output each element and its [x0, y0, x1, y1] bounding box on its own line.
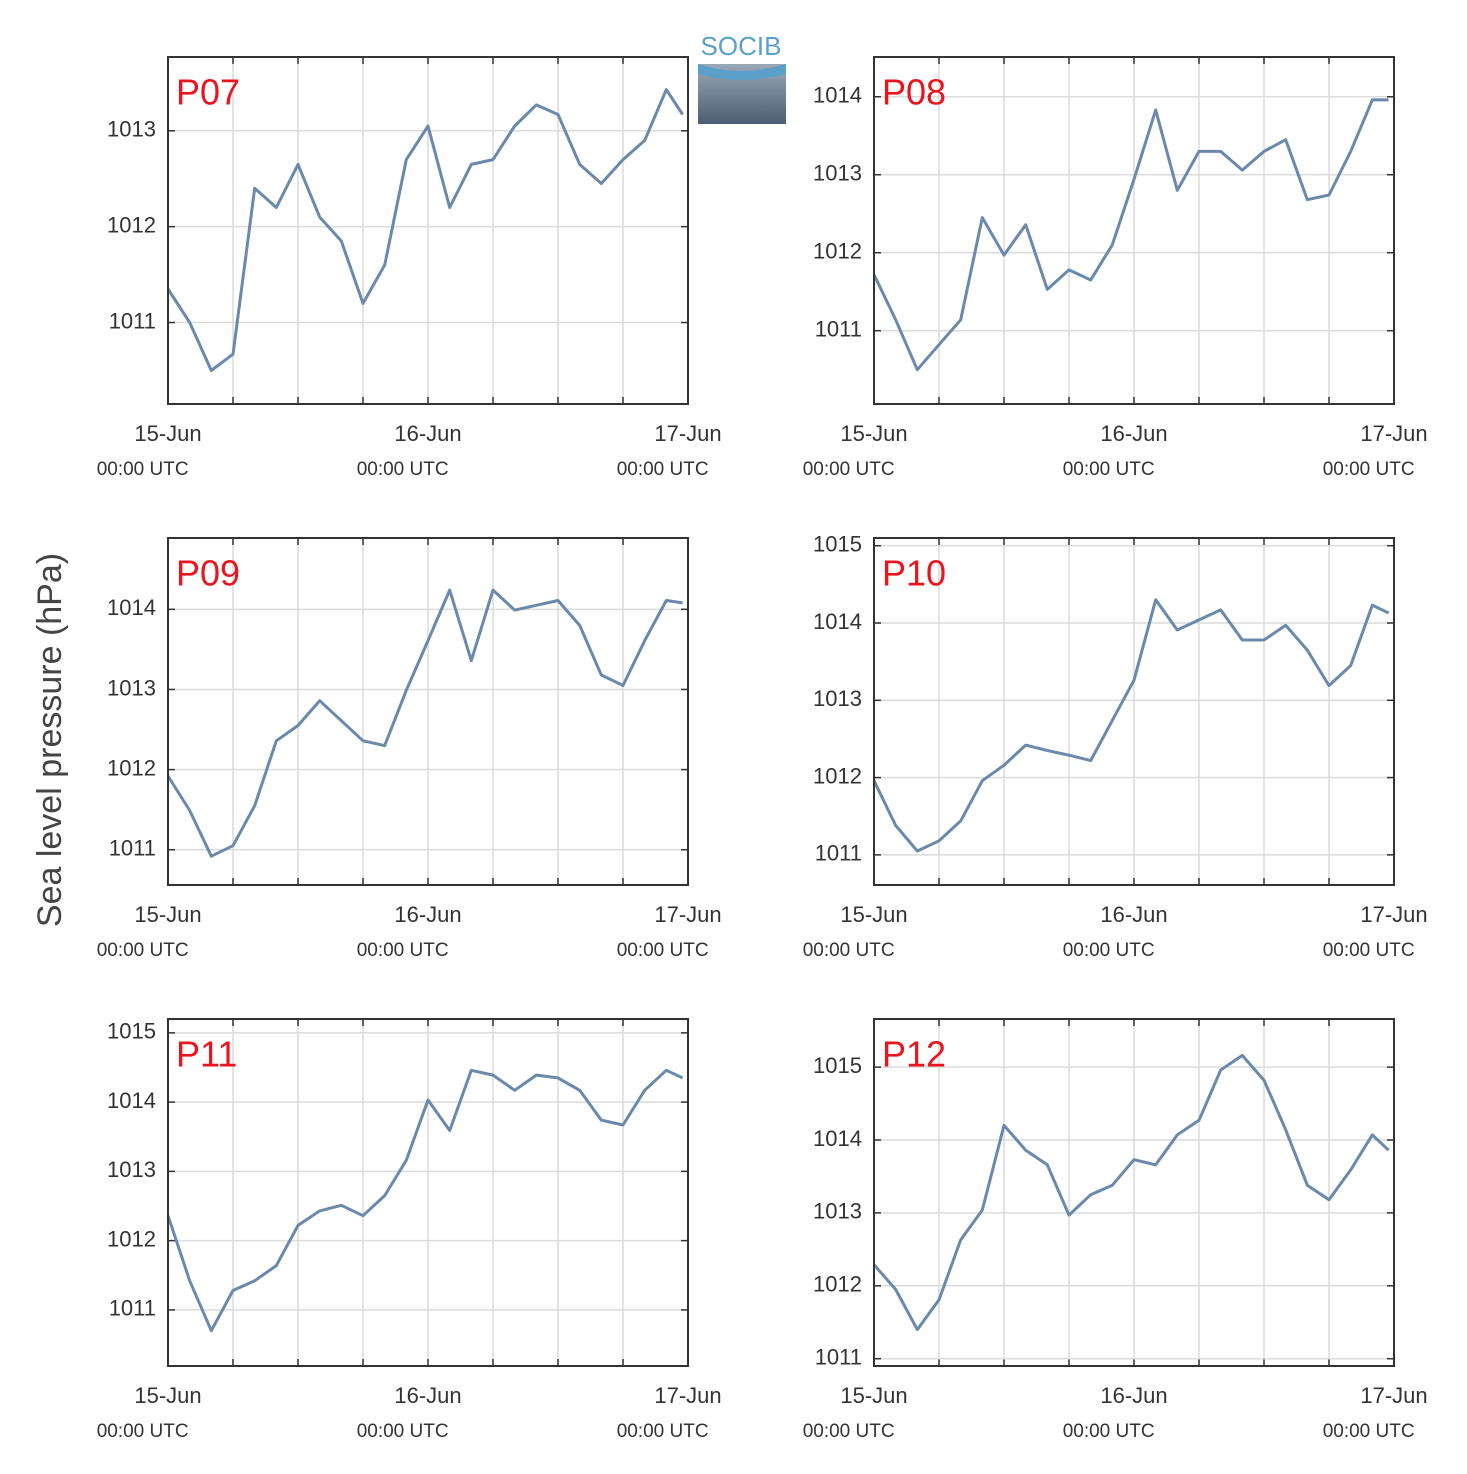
panel-title: P07: [176, 72, 240, 113]
x-tick-label: 15-Jun 00:00 UTC: [91, 1383, 201, 1442]
y-tick-label: 1015: [813, 1053, 862, 1078]
x-tick-label: 15-Jun 00:00 UTC: [797, 902, 907, 961]
panel-title: P10: [882, 553, 946, 594]
y-axis-label: Sea level pressure (hPa): [31, 553, 69, 927]
panel: 15-Jun 00:00 UTC 16-Jun 00:00 UTC 17-Jun 0…: [797, 1018, 1428, 1442]
y-tick-label: 1012: [107, 755, 156, 780]
logo-text: SOCIB: [701, 31, 782, 61]
x-tick-label: 16-Jun 00:00 UTC: [1057, 1383, 1167, 1442]
y-tick-label: 1013: [813, 161, 862, 186]
x-tick-label: 15-Jun 00:00 UTC: [797, 1383, 907, 1442]
logo-wave: [698, 64, 786, 80]
panel-title: P08: [882, 72, 946, 113]
series-line: [166, 1068, 684, 1333]
y-tick-label: 1012: [107, 212, 156, 237]
panel: 15-Jun 00:00 UTC 16-Jun 00:00 UTC 17-Jun 0…: [797, 532, 1427, 961]
y-tick-label: 1013: [107, 117, 156, 142]
y-tick-label: 1014: [813, 1126, 862, 1151]
x-tick-label: 16-Jun 00:00 UTC: [351, 1383, 461, 1442]
y-tick-label: 1013: [813, 1199, 862, 1224]
plot-frame: [167, 56, 689, 405]
series-line: [872, 598, 1390, 853]
plot-frame: [167, 537, 689, 886]
y-tick-label: 1012: [813, 239, 862, 264]
x-tick-label: 16-Jun 00:00 UTC: [351, 902, 461, 961]
y-tick-label: 1013: [813, 686, 862, 711]
y-tick-label: 1012: [107, 1226, 156, 1251]
x-tick-label: 17-Jun 00:00 UTC: [1317, 421, 1427, 480]
y-tick-label: 1012: [813, 1272, 862, 1297]
x-tick-label: 17-Jun 00:00 UTC: [611, 1383, 721, 1442]
series-line: [166, 88, 684, 372]
y-tick-label: 1011: [815, 1345, 862, 1370]
y-tick-label: 1012: [813, 763, 862, 788]
y-tick-label: 1015: [107, 1019, 156, 1044]
plot-frame: [873, 56, 1395, 405]
x-tick-label: 16-Jun 00:00 UTC: [1057, 902, 1167, 961]
panel: 15-Jun 00:00 UTC 16-Jun 00:00 UTC 17-Jun 0…: [91, 1018, 722, 1442]
x-tick-label: 17-Jun 00:00 UTC: [611, 421, 721, 480]
y-tick-label: 1014: [813, 83, 862, 108]
x-tick-label: 17-Jun 00:00 UTC: [1317, 1383, 1427, 1442]
series-line: [166, 588, 683, 858]
y-tick-label: 1011: [109, 836, 156, 861]
x-tick-label: 15-Jun 00:00 UTC: [91, 902, 201, 961]
plot-frame: [873, 537, 1395, 886]
y-tick-label: 1011: [109, 1296, 156, 1321]
y-tick-label: 1011: [109, 308, 156, 333]
plot-frame: [167, 1018, 689, 1367]
plot-frame: [873, 1018, 1395, 1367]
panel-title: P12: [882, 1034, 946, 1075]
y-tick-label: 1013: [107, 675, 156, 700]
series-line: [872, 1053, 1390, 1332]
panel: 15-Jun 00:00 UTC 16-Jun 00:00 UTC 17-Jun 0…: [91, 56, 722, 480]
y-tick-label: 1011: [815, 317, 862, 342]
series-line: [872, 98, 1389, 372]
y-tick-label: 1011: [815, 841, 862, 866]
x-tick-label: 16-Jun 00:00 UTC: [1057, 421, 1167, 480]
y-tick-label: 1014: [813, 609, 862, 634]
y-tick-label: 1014: [107, 1088, 156, 1113]
x-tick-label: 17-Jun 00:00 UTC: [611, 902, 721, 961]
panel-title: P11: [176, 1034, 237, 1075]
y-tick-label: 1015: [813, 532, 862, 557]
y-tick-label: 1014: [107, 595, 156, 620]
panel: 15-Jun 00:00 UTC 16-Jun 00:00 UTC 17-Jun 0…: [91, 537, 722, 961]
logo: SOCIB: [698, 31, 786, 124]
x-tick-label: 17-Jun 00:00 UTC: [1317, 902, 1427, 961]
x-tick-label: 15-Jun 00:00 UTC: [91, 421, 201, 480]
y-tick-label: 1013: [107, 1157, 156, 1182]
x-tick-label: 15-Jun 00:00 UTC: [797, 421, 907, 480]
panel: 15-Jun 00:00 UTC 16-Jun 00:00 UTC 17-Jun 0…: [797, 56, 1428, 480]
x-tick-label: 16-Jun 00:00 UTC: [351, 421, 461, 480]
panel-title: P09: [176, 553, 240, 594]
